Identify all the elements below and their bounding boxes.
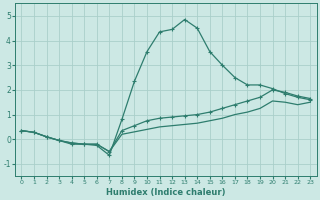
- X-axis label: Humidex (Indice chaleur): Humidex (Indice chaleur): [106, 188, 226, 197]
